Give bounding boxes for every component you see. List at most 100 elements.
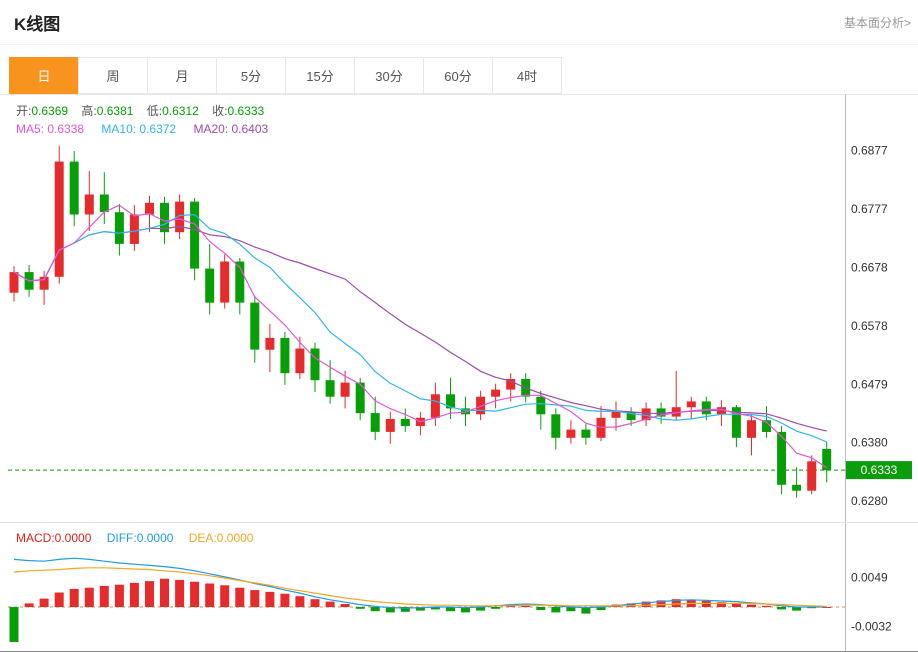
macd-bar — [340, 604, 350, 607]
macd-bar — [235, 587, 245, 607]
ma10-line — [13, 213, 827, 443]
candle-body — [611, 411, 621, 418]
macd-bar — [446, 607, 455, 612]
macd-bar — [491, 607, 501, 609]
macd-bar — [99, 585, 109, 607]
tab-week[interactable]: 周 — [78, 57, 148, 94]
macd-bar — [385, 607, 395, 613]
macd-bar — [777, 607, 787, 610]
macd-bar — [190, 581, 200, 607]
macd-bar — [656, 600, 666, 607]
tab-month[interactable]: 月 — [147, 57, 217, 94]
candle-body — [295, 348, 305, 374]
macd-axis-label: 0.0049 — [851, 571, 888, 585]
tab-4hour[interactable]: 4时 — [492, 57, 562, 94]
candle-body — [340, 382, 350, 397]
candle-body — [777, 431, 787, 485]
macd-bar — [129, 582, 139, 607]
candle-body — [325, 380, 335, 397]
candle-body — [69, 161, 79, 215]
candle-body — [280, 337, 290, 374]
macd-legend: MACD:0.0000 DIFF:0.0000 DEA:0.0000 — [16, 531, 265, 545]
macd-chart[interactable]: 0.0049 -0.0032 — [0, 523, 918, 652]
diff-value: DIFF:0.0000 — [106, 531, 174, 545]
candlestick-chart[interactable]: 0.6877 0.6777 0.6678 0.6578 0.6479 0.6380 0.62… — [0, 95, 918, 523]
candle-body — [461, 408, 470, 415]
ma10-value: MA10: 0.6372 — [101, 122, 177, 136]
candle-body — [731, 407, 741, 438]
macd-value: MACD:0.0000 — [16, 531, 92, 545]
candle-body — [220, 261, 230, 303]
price-axis-label: 0.6380 — [851, 436, 888, 450]
candle-body — [400, 419, 410, 427]
candle-body — [551, 414, 561, 438]
candle-body — [54, 161, 64, 277]
macd-histogram — [9, 578, 832, 642]
candle-body — [39, 276, 49, 290]
macd-bar — [84, 587, 94, 607]
high-label: 高: — [81, 104, 97, 118]
close-label: 收: — [212, 104, 228, 118]
macd-bar — [716, 602, 726, 607]
candle-body — [626, 411, 636, 421]
macd-bar — [355, 607, 365, 609]
candle-body — [641, 408, 651, 421]
candle-body — [747, 420, 756, 438]
macd-bar — [69, 588, 79, 607]
macd-axis-label: -0.0032 — [851, 619, 892, 633]
tab-day[interactable]: 日 — [9, 57, 79, 94]
candle-body — [822, 449, 832, 471]
macd-bar — [551, 607, 561, 613]
macd-bar — [205, 583, 215, 607]
candle-body — [491, 389, 501, 397]
tab-30min[interactable]: 30分 — [354, 57, 424, 94]
macd-bar — [265, 591, 275, 607]
ohlc-legend: 开:0.6369 高:0.6381 低:0.6312 收:0.6333 — [16, 102, 264, 119]
macd-bar — [596, 607, 606, 610]
candle-body — [762, 420, 771, 432]
macd-bar — [762, 605, 771, 607]
candle-body — [190, 201, 200, 269]
macd-bar — [54, 592, 64, 607]
tab-5min[interactable]: 5分 — [216, 57, 286, 94]
low-label: 低: — [146, 104, 163, 118]
macd-bar — [400, 607, 410, 612]
candle-body — [355, 382, 365, 414]
macd-panel: 0.0049 -0.0032 MACD:0.0000 DIFF:0.0000 DE… — [0, 522, 918, 652]
macd-bar — [747, 604, 756, 607]
candle-body — [656, 408, 666, 417]
candle-body — [160, 202, 169, 233]
open-label: 开: — [16, 104, 32, 118]
macd-bar — [325, 601, 335, 607]
candle-body — [807, 461, 817, 491]
macd-bar — [310, 599, 320, 607]
macd-bar — [807, 607, 817, 609]
candle-body — [265, 337, 275, 350]
macd-bar — [295, 596, 305, 608]
candle-body — [129, 214, 139, 244]
macd-bar — [220, 585, 230, 607]
macd-bar — [145, 581, 154, 607]
fundamental-analysis-link[interactable]: 基本面分析> — [843, 16, 911, 30]
macd-bar — [461, 607, 470, 613]
macd-bar — [476, 607, 486, 611]
ma-legend: MA5: 0.6338 MA10: 0.6372 MA20: 0.6403 — [16, 122, 282, 136]
macd-bar — [641, 601, 651, 607]
macd-bar — [9, 607, 19, 642]
candle-body — [536, 396, 546, 415]
header: K线图 基本面分析> — [0, 0, 918, 45]
tab-60min[interactable]: 60分 — [423, 57, 493, 94]
price-axis-label: 0.6479 — [851, 377, 888, 391]
candle-body — [430, 394, 440, 418]
page-title: K线图 — [14, 15, 61, 34]
period-tabs: 日周月 5分 15分 30分 60分 4时 — [9, 57, 562, 94]
candle-body — [175, 201, 185, 233]
macd-bar — [521, 605, 531, 607]
tab-15min[interactable]: 15分 — [285, 57, 355, 94]
current-price-tag — [846, 461, 912, 480]
macd-bar — [24, 603, 34, 607]
macd-bar — [114, 584, 124, 607]
macd-bar — [280, 593, 290, 607]
candle-body — [566, 429, 576, 438]
high-value: 0.6381 — [96, 104, 134, 118]
